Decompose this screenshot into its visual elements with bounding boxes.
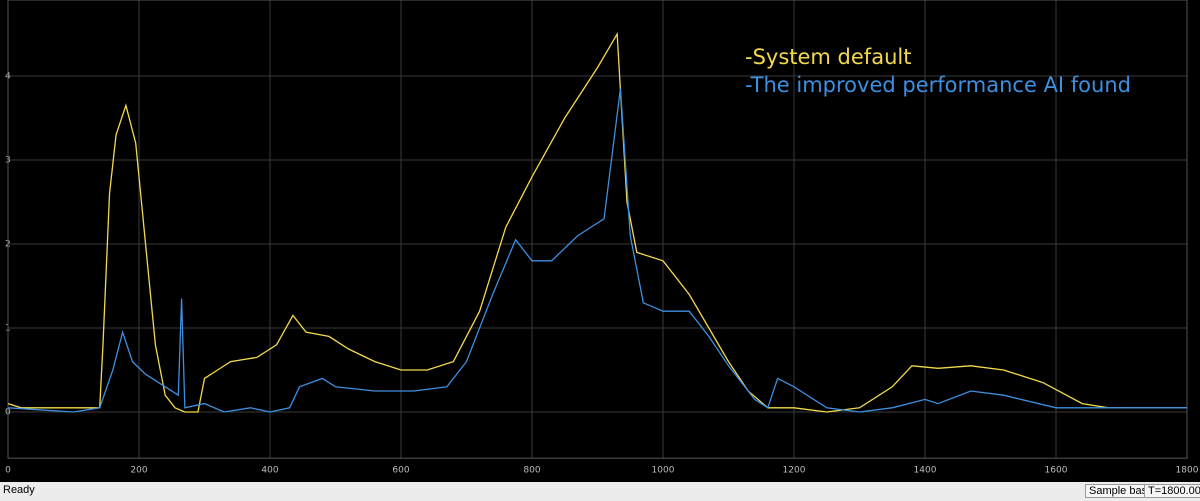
x-tick-label: 1600	[1045, 466, 1068, 476]
status-time: T=1800.000	[1144, 484, 1200, 498]
legend-entry: -The improved performance AI found	[745, 73, 1131, 97]
series-line	[7, 88, 1187, 413]
x-tick-label: 200	[130, 466, 147, 476]
x-tick-label: 800	[523, 466, 540, 476]
x-tick-label: 1000	[652, 466, 675, 476]
x-tick-label: 1200	[783, 466, 806, 476]
series-line	[7, 31, 1187, 413]
x-tick-label: 1800	[1176, 466, 1199, 476]
chart: 01234020040060080010001200140016001800-S…	[5, 0, 1199, 476]
status-bar: Ready Sample based T=1800.000	[0, 482, 1200, 501]
x-tick-label: 1400	[914, 466, 937, 476]
status-mode: Sample based	[1085, 484, 1164, 498]
legend-entry: -System default	[745, 45, 911, 69]
plot-frame	[7, 0, 1188, 459]
x-tick-label: 600	[392, 466, 409, 476]
x-tick-label: 0	[5, 466, 11, 476]
x-tick-label: 400	[261, 466, 278, 476]
status-text: Ready	[3, 484, 35, 496]
